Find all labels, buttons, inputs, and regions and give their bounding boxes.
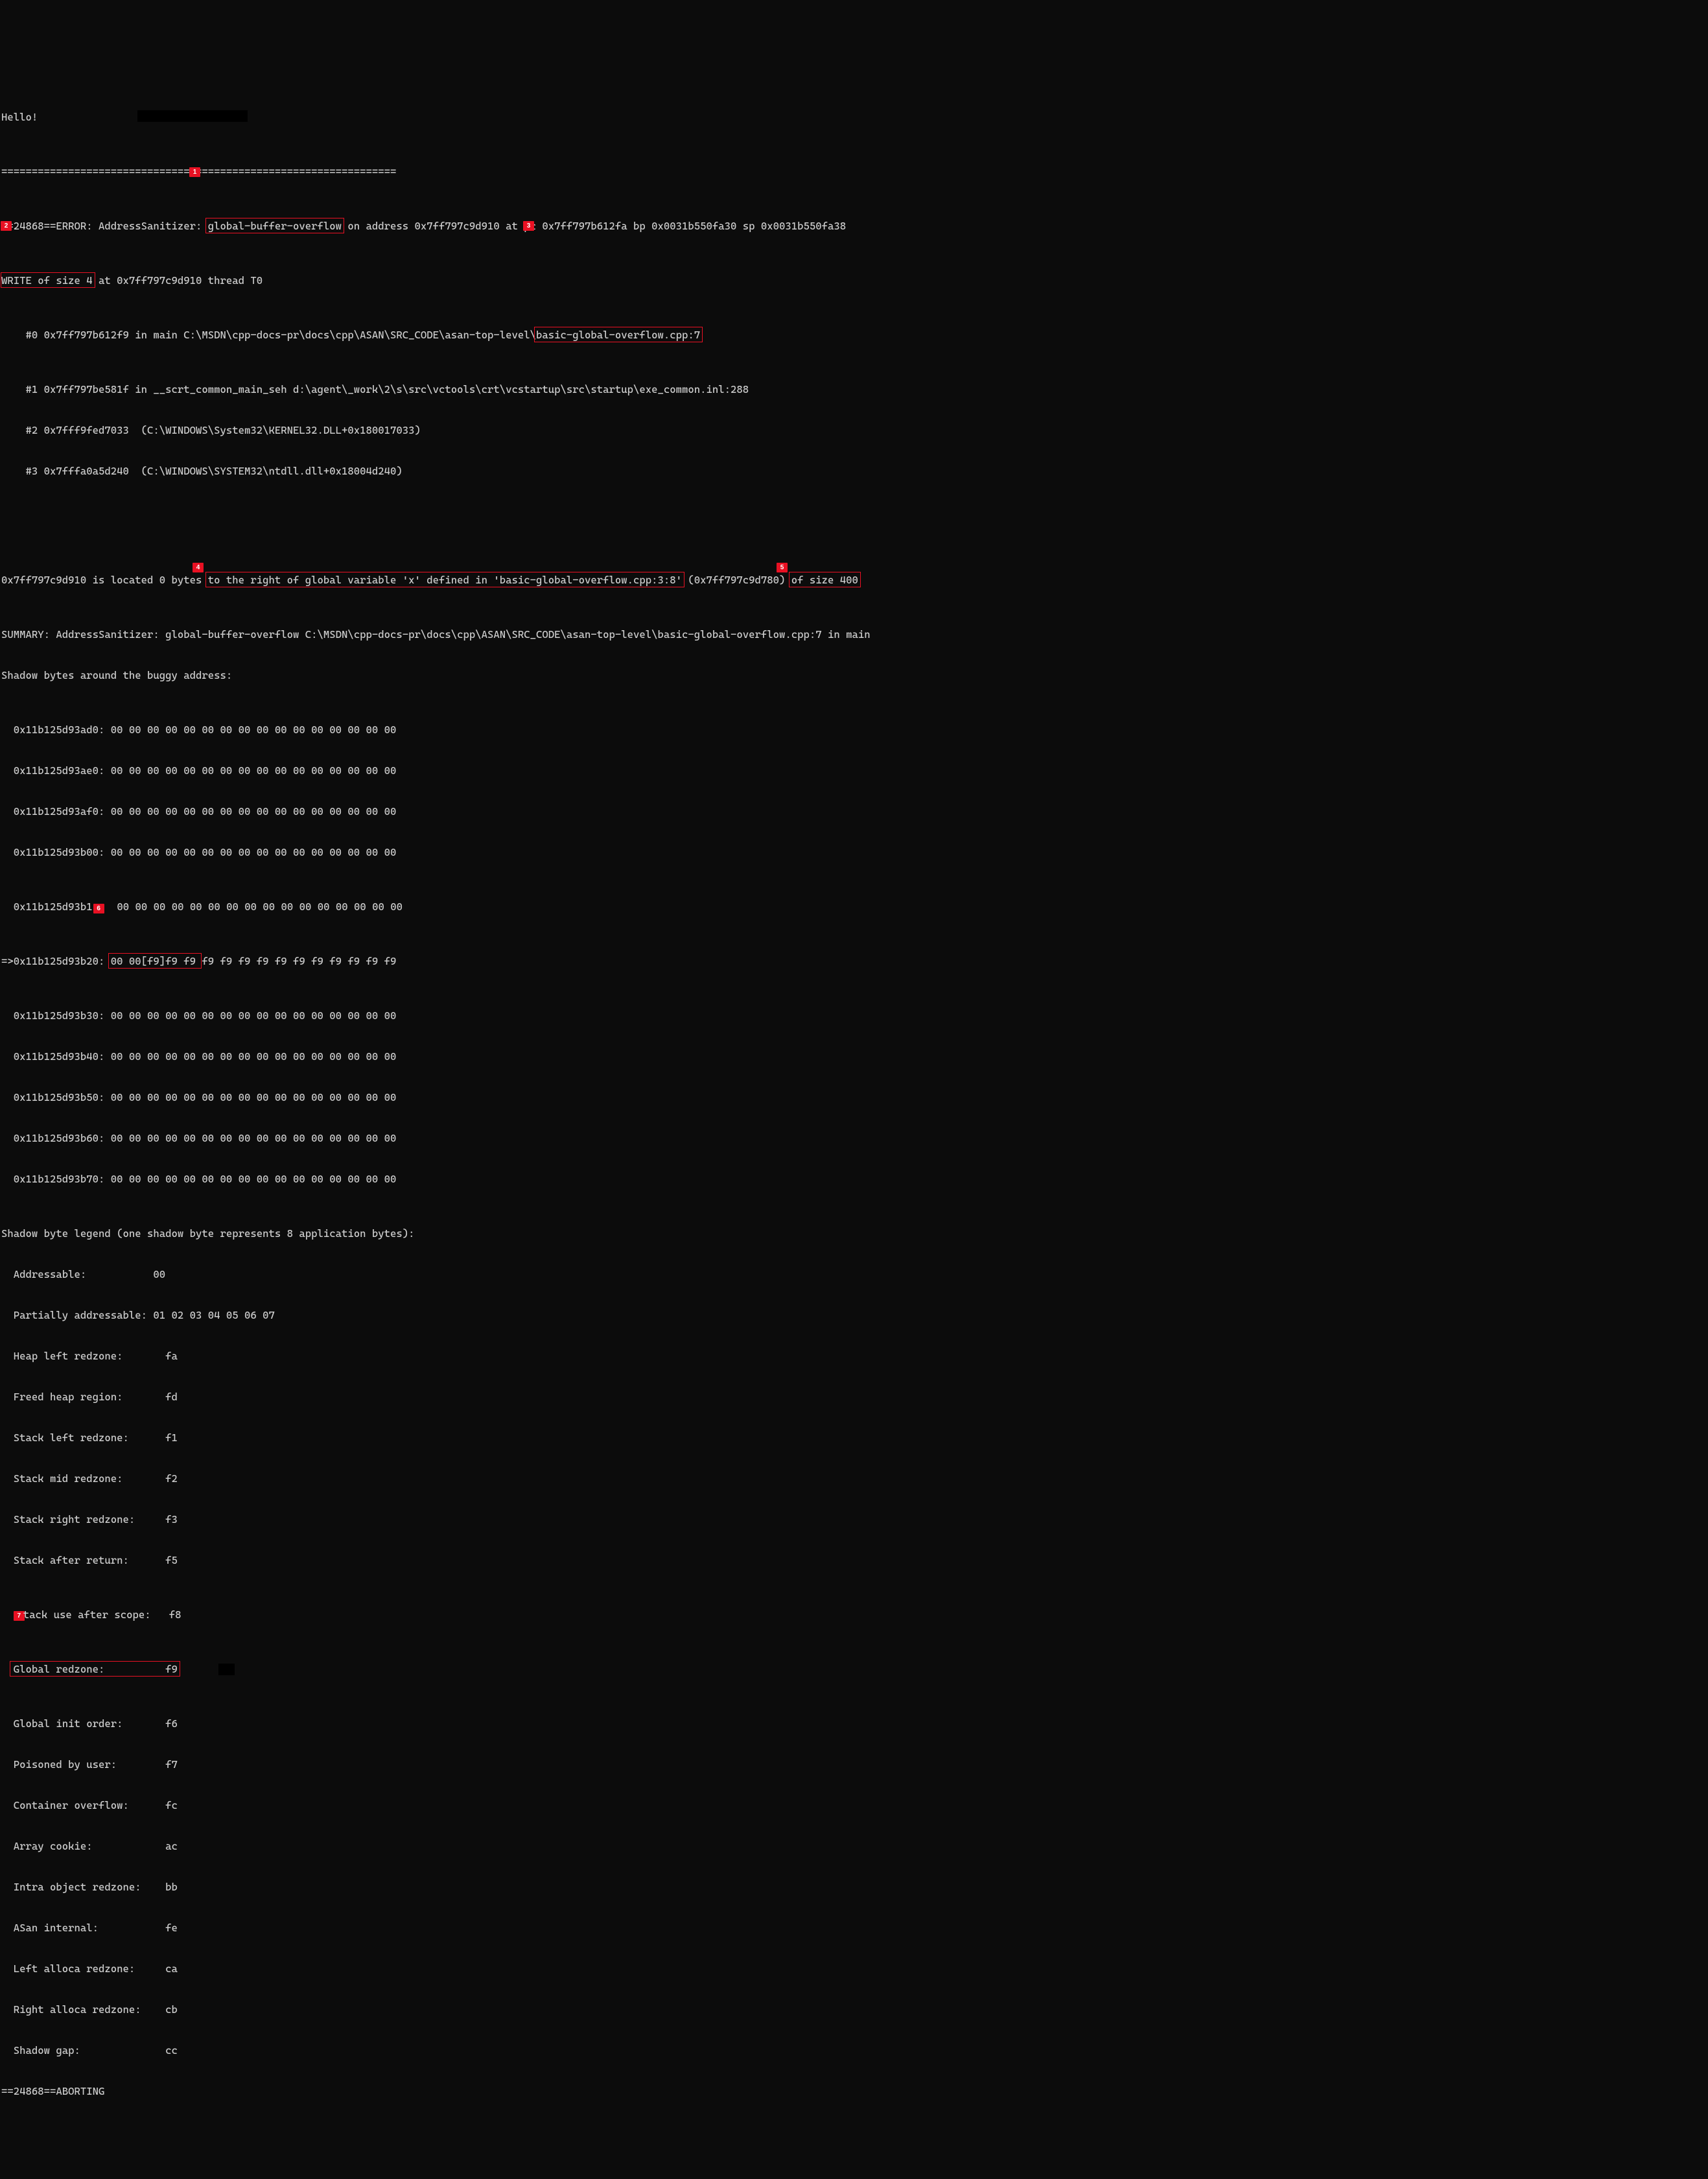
- output-line: Addressable: 00: [1, 1267, 1707, 1281]
- boxed-text: of size 400: [791, 573, 858, 587]
- text: f9 f9 f9 f9 f9 f9 f9 f9 f9 f9 f9: [202, 955, 396, 967]
- output-line: Shadow bytes around the buggy address:: [1, 668, 1707, 682]
- redaction: [218, 1664, 235, 1675]
- output-line: Hello!: [1, 110, 1707, 124]
- output-line: 7tack use after scope: f8: [1, 1608, 1707, 1621]
- output-line: 0x11b125d93b50: 00 00 00 00 00 00 00 00 …: [1, 1090, 1707, 1104]
- output-line: Partially addressable: 01 02 03 04 05 06…: [1, 1308, 1707, 1322]
- output-line: Shadow gap: cc: [1, 2044, 1707, 2057]
- callout-2: 2: [1, 221, 12, 231]
- text: global-buffer-overflow: [208, 220, 342, 232]
- text: [1, 1608, 14, 1621]
- output-line: =>0x11b125d93b20: 00 00[f9]f9 f9 f9 f9 f…: [1, 954, 1707, 968]
- output-line: 0x11b125d93ad0: 00 00 00 00 00 00 00 00 …: [1, 723, 1707, 736]
- text: Global redzone: f9: [14, 1663, 178, 1675]
- text: (0x7ff797c9d780): [682, 574, 791, 586]
- text: Hello!: [1, 111, 38, 123]
- callout-5: 5: [777, 563, 788, 572]
- text: basic-global-overflow.cpp:7: [536, 329, 700, 341]
- text: =>0x11b125d93b20:: [1, 955, 111, 967]
- text: [1, 1663, 14, 1675]
- text: #0 0x7ff797b612f9 in main C:\MSDN\cpp-do…: [1, 329, 536, 341]
- terminal-output: { "callouts": { "c1": "1", "c2": "2", "c…: [0, 27, 1708, 2125]
- boxed-text: to the right of global variable 'x' defi…: [208, 573, 682, 587]
- output-line: 0x11b125d93b60: 00 00 00 00 00 00 00 00 …: [1, 1131, 1707, 1145]
- callout-3: 3: [523, 221, 534, 231]
- output-line: 0x11b125d93b30: 00 00 00 00 00 00 00 00 …: [1, 1009, 1707, 1022]
- output-line: Stack after return: f5: [1, 1553, 1707, 1567]
- output-line: Left alloca redzone: ca: [1, 1962, 1707, 1975]
- output-line: Intra object redzone: bb: [1, 1880, 1707, 1894]
- output-line: 0x11b125d93b16 00 00 00 00 00 00 00 00 0…: [1, 900, 1707, 913]
- output-line: [1, 519, 1707, 532]
- output-line: Shadow byte legend (one shadow byte repr…: [1, 1227, 1707, 1240]
- output-line: 0x11b125d93b70: 00 00 00 00 00 00 00 00 …: [1, 1172, 1707, 1186]
- output-line: 0x11b125d93af0: 00 00 00 00 00 00 00 00 …: [1, 805, 1707, 818]
- output-line: #1 0x7ff797be581f in __scrt_common_main_…: [1, 383, 1707, 396]
- text: at 0x7ff797c9d910 thread T0: [93, 274, 263, 287]
- output-line: 2==24868==ERROR: AddressSanitizer: globa…: [1, 219, 1707, 233]
- callout-6: 6: [93, 904, 104, 913]
- text: of size 400: [791, 574, 858, 586]
- output-line: Global redzone: f9: [1, 1662, 1707, 1676]
- boxed-text: basic-global-overflow.cpp:7: [536, 328, 700, 342]
- boxed-text: WRITE of size 4: [1, 274, 93, 287]
- output-line: Stack right redzone: f3: [1, 1513, 1707, 1526]
- output-line: Heap left redzone: fa: [1, 1349, 1707, 1363]
- output-line: 0x11b125d93ae0: 00 00 00 00 00 00 00 00 …: [1, 764, 1707, 777]
- output-line: WRITE of size 4 at 0x7ff797c9d910 thread…: [1, 274, 1707, 287]
- text: on address 0x7ff797c9d910 at pc 0x7ff797…: [342, 220, 846, 232]
- boxed-text: Global redzone: f9: [14, 1662, 178, 1676]
- output-line: 0x11b125d93b40: 00 00 00 00 00 00 00 00 …: [1, 1050, 1707, 1063]
- output-line: Freed heap region: fd: [1, 1390, 1707, 1404]
- text: 00 00[f9]f9 f9: [111, 955, 202, 967]
- text: 00 00 00 00 00 00 00 00 00 00 00 00 00 0…: [105, 901, 403, 913]
- output-line: ASan internal: fe: [1, 1921, 1707, 1935]
- output-line: Array cookie: ac: [1, 1839, 1707, 1853]
- output-line: #2 0x7fff9fed7033 (C:\WINDOWS\System32\K…: [1, 423, 1707, 437]
- output-line: Stack mid redzone: f2: [1, 1472, 1707, 1485]
- text: tack use after scope: f8: [23, 1608, 181, 1621]
- output-line: Stack left redzone: f1: [1, 1431, 1707, 1444]
- output-line: SUMMARY: AddressSanitizer: global-buffer…: [1, 628, 1707, 641]
- output-line: 450x7ff797c9d910 is located 0 bytes to t…: [1, 573, 1707, 587]
- callout-4: 4: [193, 563, 204, 572]
- boxed-text: global-buffer-overflow: [208, 219, 342, 233]
- output-line: #0 0x7ff797b612f9 in main C:\MSDN\cpp-do…: [1, 328, 1707, 342]
- callout-1: 1: [189, 167, 200, 177]
- output-line: 0x11b125d93b00: 00 00 00 00 00 00 00 00 …: [1, 845, 1707, 859]
- output-line: ==24868==ABORTING: [1, 2084, 1707, 2098]
- text: to the right of global variable 'x' defi…: [208, 574, 682, 586]
- output-line: Container overflow: fc: [1, 1798, 1707, 1812]
- text: 0x7ff797c9d910 is located 0 bytes: [1, 574, 208, 586]
- output-line: Poisoned by user: f7: [1, 1758, 1707, 1771]
- text: 0x11b125d93b1: [1, 901, 93, 913]
- redaction: [137, 110, 248, 122]
- output-line: Global init order: f6: [1, 1717, 1707, 1730]
- output-line: Right alloca redzone: cb: [1, 2003, 1707, 2016]
- output-line: #3 0x7fffa0a5d240 (C:\WINDOWS\SYSTEM32\n…: [1, 464, 1707, 478]
- text: WRITE of size 4: [1, 274, 93, 287]
- boxed-text: 00 00[f9]f9 f9: [111, 954, 202, 968]
- output-line: ========================================…: [1, 165, 1707, 178]
- text: ==24868==ERROR: AddressSanitizer:: [1, 220, 208, 232]
